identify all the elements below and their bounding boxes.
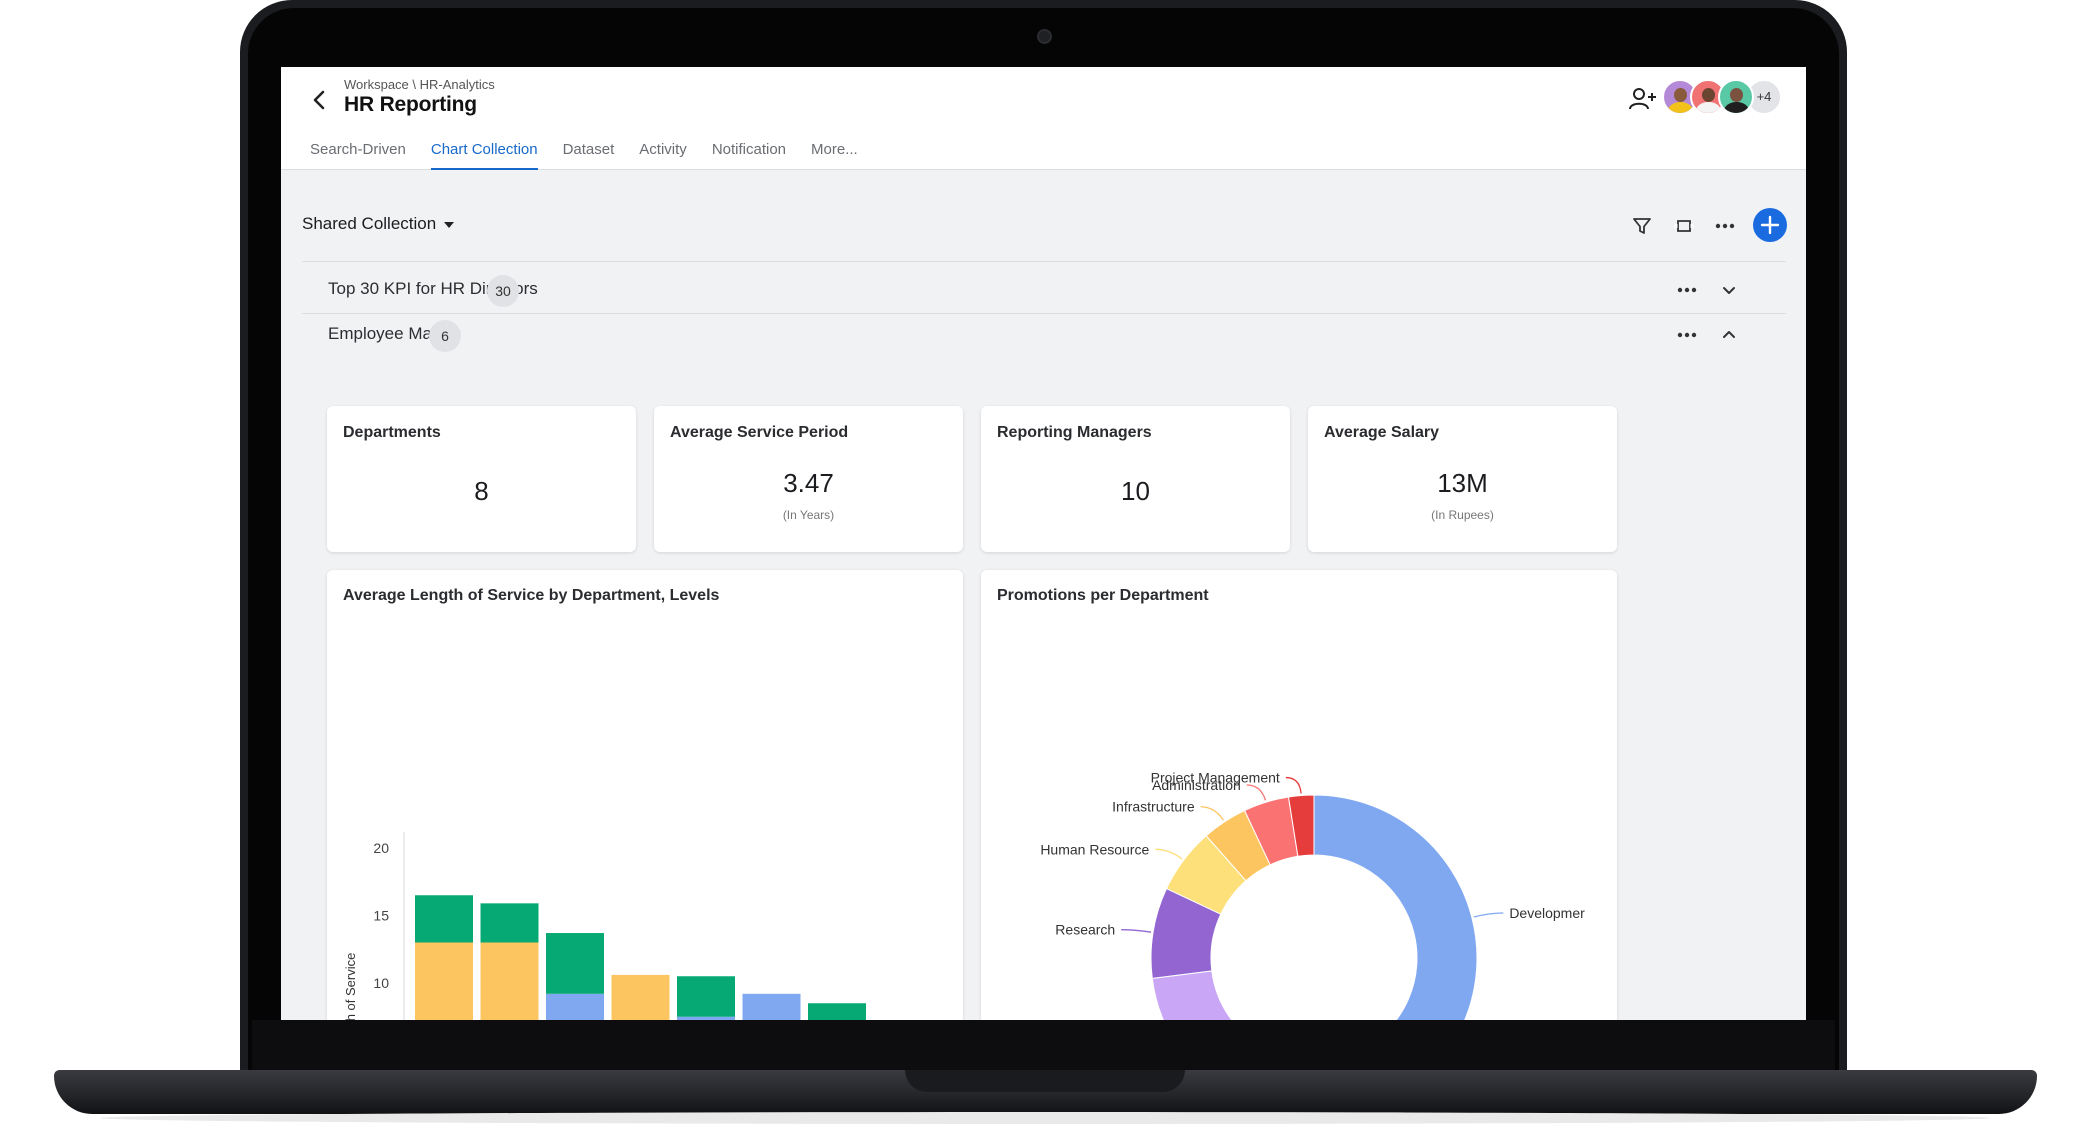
divider — [302, 261, 1786, 262]
kpi-title: Average Service Period — [670, 424, 849, 441]
tab-more[interactable]: More... — [811, 141, 858, 158]
back-arrow-icon[interactable] — [307, 85, 333, 115]
y-tick-label: 15 — [373, 908, 389, 924]
collection-group-row[interactable]: Top 30 KPI for HR Directors 30 — [302, 265, 1786, 315]
group-title: Employee Master — [328, 324, 461, 343]
more-horizontal-icon[interactable] — [1711, 212, 1739, 240]
tab-notification[interactable]: Notification — [711, 141, 787, 158]
slice-label: Research — [1055, 922, 1115, 938]
donut-chart: Developmer Research Human Resource Infrastr… — [1040, 770, 1585, 1020]
kpi-title: Reporting Managers — [997, 424, 1152, 441]
slice-leader-line — [1200, 806, 1224, 821]
kpi-card-reporting-managers[interactable]: Reporting Managers 10 — [981, 406, 1290, 552]
bar-segment[interactable] — [546, 993, 604, 1020]
slice-leader-line — [1473, 912, 1504, 918]
collaborator-avatars[interactable]: +4 — [1662, 79, 1782, 115]
more-avatars-count[interactable]: +4 — [1746, 79, 1782, 115]
slice-label: Human Resource — [1040, 841, 1149, 857]
app-header: Workspace \ HR-Analytics HR Reporting Se… — [281, 67, 1806, 170]
add-chart-button[interactable] — [1753, 208, 1787, 242]
bar-segment[interactable] — [677, 1016, 735, 1020]
stacked-bar-chart: 5101520Length of Service — [343, 832, 866, 1021]
y-tick-label: 10 — [373, 975, 389, 991]
laptop-notch — [905, 1070, 1185, 1092]
more-horizontal-icon[interactable] — [1674, 275, 1700, 305]
tab-bar: Search-Driven Chart Collection Dataset A… — [310, 139, 858, 170]
expand-icon[interactable] — [1670, 212, 1698, 240]
plus-icon — [1760, 215, 1780, 235]
slice-label: Developmer — [1509, 905, 1585, 921]
tab-dataset[interactable]: Dataset — [562, 141, 615, 158]
bar-segment[interactable] — [677, 976, 735, 1017]
slice-leader-line — [1121, 929, 1152, 933]
divider — [302, 313, 1786, 314]
kpi-card-average-service-period[interactable]: Average Service Period 3.47 (In Years) — [654, 406, 963, 552]
slice-label: Administration — [1152, 777, 1241, 793]
laptop-bezel-bottom — [252, 1020, 1835, 1072]
collection-dropdown-label: Shared Collection — [302, 214, 437, 233]
y-tick-label: 20 — [373, 840, 389, 856]
slice-leader-line — [1285, 776, 1302, 794]
caret-down-icon — [444, 222, 455, 228]
kpi-value: 3.47 — [783, 468, 834, 498]
bar-segment[interactable] — [415, 942, 473, 1021]
chart-title: Average Length of Service by Department,… — [343, 587, 720, 604]
bar-segment[interactable] — [480, 942, 539, 1021]
kpi-unit: (In Years) — [782, 508, 835, 522]
chart-card-service-length[interactable]: Average Length of Service by Department,… — [327, 570, 963, 1020]
bar-segment[interactable] — [480, 903, 539, 943]
kpi-title: Departments — [343, 424, 441, 441]
bar-segment[interactable] — [546, 933, 604, 994]
chart-title: Promotions per Department — [997, 587, 1209, 604]
chevron-down-icon[interactable] — [1717, 277, 1741, 303]
laptop-shadow — [100, 1112, 1990, 1124]
slice-leader-line — [1155, 848, 1183, 860]
kpi-card-departments[interactable]: Departments 8 — [327, 406, 636, 552]
page-title: HR Reporting — [344, 93, 477, 116]
slice-leader-line — [1246, 784, 1267, 801]
bar-segment[interactable] — [415, 895, 473, 943]
more-horizontal-icon[interactable] — [1674, 320, 1700, 350]
chevron-up-icon[interactable] — [1717, 322, 1741, 348]
bar-segment[interactable] — [742, 993, 801, 1020]
bar-segment[interactable] — [611, 974, 670, 1020]
kpi-unit: (In Rupees) — [1431, 508, 1494, 522]
kpi-card-average-salary[interactable]: Average Salary 13M (In Rupees) — [1308, 406, 1617, 552]
add-user-icon[interactable] — [1628, 85, 1658, 113]
slice-label: Project Management — [1151, 770, 1280, 786]
app-screen: Workspace \ HR-Analytics HR Reporting Se… — [281, 67, 1806, 1020]
slice-label: Infrastructure — [1112, 799, 1195, 815]
group-count-badge: 6 — [429, 320, 461, 352]
filter-icon[interactable] — [1628, 212, 1656, 240]
avatar[interactable] — [1718, 79, 1754, 115]
donut-slice[interactable] — [1313, 794, 1478, 1020]
breadcrumb[interactable]: Workspace \ HR-Analytics — [344, 77, 495, 92]
kpi-value: 13M — [1437, 468, 1488, 498]
bar-segment[interactable] — [808, 1003, 866, 1020]
collection-group-row[interactable]: Employee Master 6 — [302, 310, 1786, 360]
kpi-title: Average Salary — [1324, 424, 1440, 441]
donut-slice[interactable] — [1287, 794, 1315, 857]
camera-icon — [1037, 29, 1052, 44]
donut-slice[interactable] — [1151, 970, 1234, 1020]
y-axis-label: Length of Service — [343, 953, 358, 1020]
tab-chart-collection[interactable]: Chart Collection — [430, 139, 538, 170]
tab-activity[interactable]: Activity — [639, 141, 687, 158]
tab-search-driven[interactable]: Search-Driven — [310, 141, 406, 158]
collection-dropdown[interactable]: Shared Collection — [302, 214, 455, 234]
group-count-badge: 30 — [487, 275, 519, 307]
kpi-value: 8 — [474, 476, 489, 506]
group-title: Top 30 KPI for HR Directors — [328, 279, 538, 298]
chart-card-promotions[interactable]: Promotions per Department Developmer Rese… — [981, 570, 1617, 1020]
kpi-value: 10 — [1121, 476, 1150, 506]
